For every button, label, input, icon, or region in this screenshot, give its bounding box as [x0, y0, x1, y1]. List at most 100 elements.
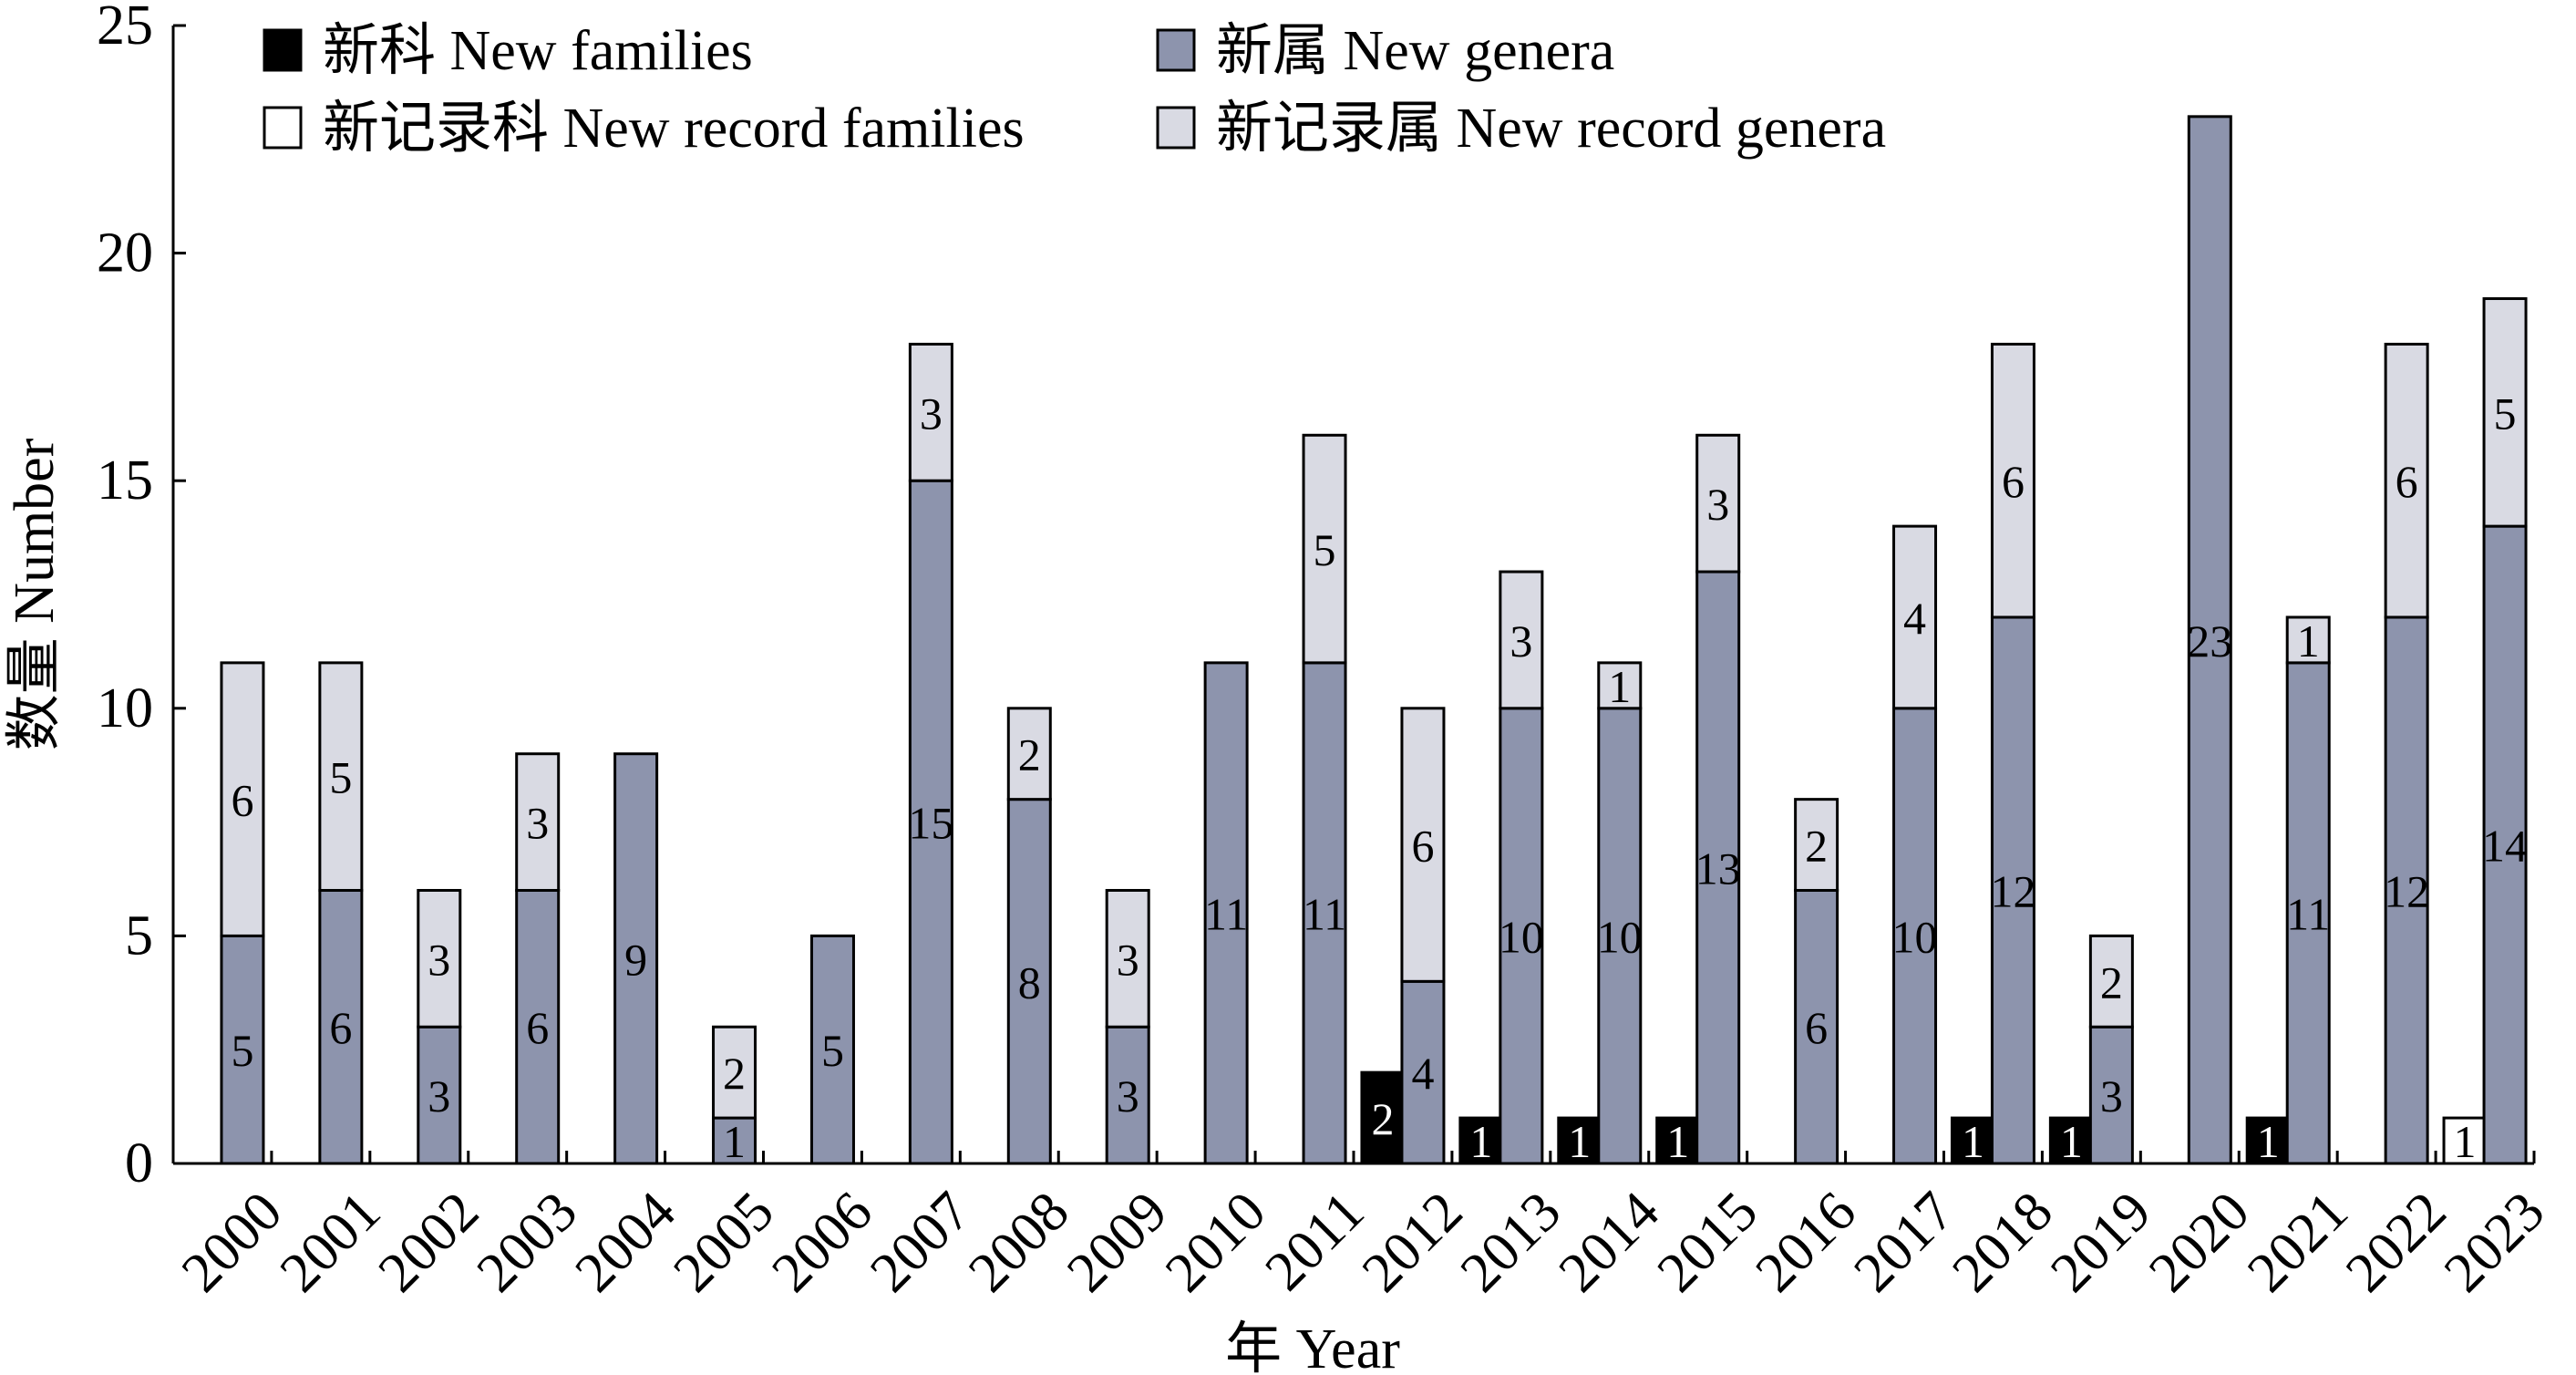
bar-new-families-2014	[1557, 1116, 1602, 1165]
data-label: 14	[2482, 821, 2528, 872]
x-tick-label: 2022	[2334, 1180, 2458, 1304]
bar-new-genera-2004	[613, 752, 659, 1165]
data-label: 3	[428, 934, 450, 985]
bar-new-genera-2017	[1892, 707, 1938, 1165]
bar-new-record-genera-2003	[515, 752, 561, 892]
data-label: 3	[920, 388, 943, 439]
data-label: 1	[2297, 615, 2320, 667]
bar-new-families-2015	[1655, 1116, 1701, 1165]
x-tick-label: 2009	[1056, 1180, 1180, 1304]
bar-new-record-genera-2019	[2088, 934, 2134, 1029]
bar-new-genera-2003	[515, 888, 561, 1165]
legend-label: 新属 New genera	[1216, 20, 1614, 82]
data-label: 2	[2100, 956, 2123, 1008]
x-tick-label: 2012	[1351, 1180, 1475, 1304]
data-label: 3	[1510, 615, 1532, 667]
bar-new-families-2021	[2245, 1116, 2291, 1165]
y-tick-label: 20	[97, 222, 153, 284]
bar-new-record-genera-2008	[1006, 707, 1052, 801]
x-tick-label: 2006	[760, 1180, 884, 1304]
x-tick-label: 2014	[1547, 1180, 1671, 1304]
data-label: 1	[1962, 1116, 1984, 1167]
bar-new-record-genera-2012	[1400, 707, 1446, 983]
data-label: 2	[1805, 821, 1828, 872]
data-label: 12	[2384, 865, 2429, 916]
bar-new-families-2012	[1360, 1070, 1406, 1165]
bar-new-genera-2023	[2482, 524, 2528, 1165]
data-label: 1	[2257, 1116, 2280, 1167]
data-label: 1	[1568, 1116, 1591, 1167]
x-tick-label: 2015	[1645, 1180, 1769, 1304]
data-label: 1	[723, 1116, 746, 1167]
data-label: 6	[231, 775, 253, 826]
data-label: 5	[2494, 388, 2517, 439]
data-label: 6	[1411, 821, 1434, 872]
data-label: 3	[2100, 1070, 2123, 1122]
bar-new-genera-2014	[1597, 707, 1643, 1165]
data-label: 10	[1597, 911, 1643, 962]
y-tick-label: 25	[97, 0, 153, 57]
bar-new-record-genera-2013	[1499, 570, 1544, 710]
x-tick-label: 2001	[269, 1180, 393, 1304]
bar-new-record-genera-2018	[1990, 342, 2035, 619]
bar-new-genera-2013	[1499, 707, 1544, 1165]
data-label: 6	[2002, 456, 2025, 507]
bar-new-record-genera-2001	[318, 661, 364, 892]
data-label: 2	[1371, 1093, 1394, 1144]
data-label: 6	[2396, 456, 2418, 507]
bar-new-genera-2019	[2088, 1025, 2134, 1165]
bar-new-record-genera-2016	[1794, 798, 1839, 892]
data-label: 1	[1608, 661, 1631, 712]
data-label: 3	[1117, 1070, 1139, 1122]
x-axis-title: 年 Year	[1225, 1318, 1400, 1375]
x-tick-label: 2005	[662, 1180, 786, 1304]
data-label: 5	[821, 1025, 844, 1076]
bar-new-record-genera-2022	[2384, 342, 2429, 619]
bar-new-genera-2010	[1203, 661, 1249, 1165]
x-tick-label: 2018	[1941, 1180, 2065, 1304]
bar-new-record-genera-2021	[2285, 615, 2331, 665]
data-label: 23	[2187, 615, 2232, 667]
data-label: 12	[1990, 865, 2035, 916]
bar-new-record-genera-2015	[1695, 433, 1741, 574]
bar-new-record-genera-2000	[220, 661, 265, 937]
bar-new-genera-2001	[318, 888, 364, 1165]
y-tick-label: 10	[97, 677, 153, 739]
x-tick-label: 2016	[1744, 1180, 1868, 1304]
data-label: 3	[1117, 934, 1139, 985]
x-tick-label: 2013	[1449, 1180, 1573, 1304]
x-tick-label: 2020	[2138, 1180, 2262, 1304]
data-label: 1	[2060, 1116, 2083, 1167]
bar-new-genera-2002	[417, 1025, 462, 1165]
bar-new-record-genera-2011	[1302, 433, 1347, 665]
bar-new-genera-2020	[2187, 115, 2232, 1165]
x-tick-label: 2002	[366, 1180, 490, 1304]
data-label: 6	[329, 1002, 352, 1053]
data-label: 5	[1314, 524, 1336, 575]
legend-label: 新科 New families	[323, 20, 753, 82]
legend-swatch	[263, 106, 303, 150]
data-label: 2	[1018, 729, 1041, 781]
y-axis-title: 数量 Number	[4, 438, 66, 750]
legend-label: 新记录科 New record families	[323, 98, 1025, 160]
legend-swatch	[1156, 28, 1196, 72]
x-tick-label: 2008	[957, 1180, 1081, 1304]
legend-swatch	[1156, 106, 1196, 150]
bar-new-genera-2007	[908, 479, 953, 1165]
data-label: 15	[908, 798, 953, 849]
data-label: 11	[1303, 888, 1346, 939]
x-tick-label: 2017	[1842, 1180, 1966, 1304]
data-label: 3	[428, 1070, 450, 1122]
x-tick-label: 2000	[170, 1180, 294, 1304]
x-tick-label: 2019	[2039, 1180, 2163, 1304]
y-tick-label: 0	[125, 1132, 153, 1194]
data-label: 6	[526, 1002, 549, 1053]
bar-new-genera-2022	[2384, 615, 2429, 1165]
bar-new-record-genera-2017	[1892, 524, 1938, 710]
data-label: 9	[624, 934, 647, 985]
bar-new-families-2019	[2048, 1116, 2094, 1165]
data-label: 11	[1204, 888, 1248, 939]
data-label: 8	[1018, 956, 1041, 1008]
data-label: 6	[1805, 1002, 1828, 1053]
bar-new-record-genera-2009	[1105, 888, 1150, 1029]
